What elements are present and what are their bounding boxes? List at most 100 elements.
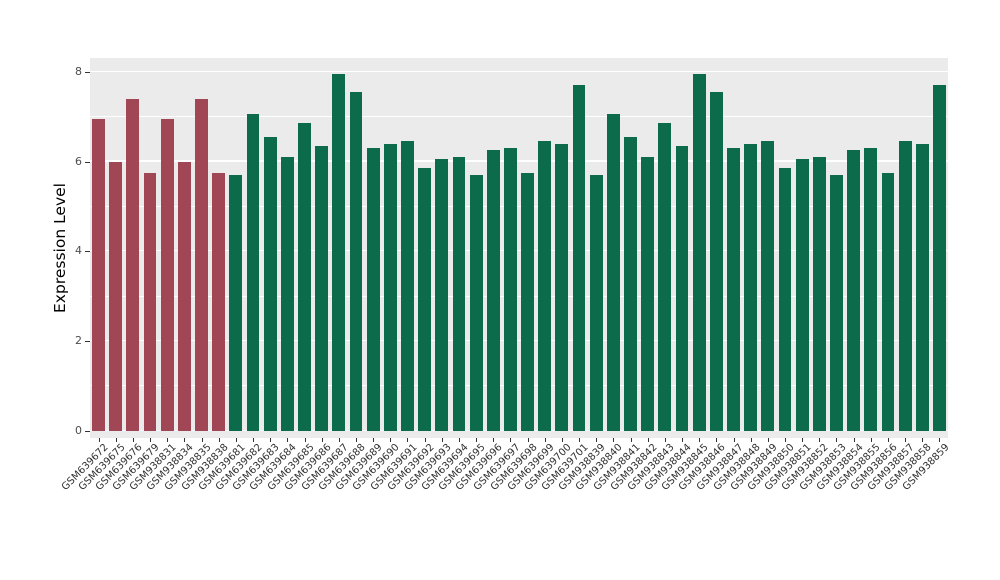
bar-GSM938856 [881,172,895,431]
bar-GSM938839 [589,175,603,431]
major-gridline [90,339,948,342]
x-tick-mark [167,438,169,442]
x-tick-mark [304,438,306,442]
bar-GSM938859 [932,85,946,431]
x-tick-mark [132,438,134,442]
y-tick-mark [85,341,90,343]
bar-GSM639672 [92,118,105,431]
bar-GSM938831 [160,118,174,431]
minor-gridline [90,385,948,387]
x-tick-mark [579,438,581,442]
bar-GSM639682 [246,114,260,431]
bar-GSM639688 [349,92,363,431]
bar-GSM938843 [658,123,672,431]
x-tick-mark [664,438,666,442]
bar-GSM639690 [383,143,397,431]
x-tick-mark [802,438,804,442]
bar-GSM639698 [521,172,534,431]
x-tick-mark [441,438,443,442]
x-tick-mark [373,438,375,442]
bar-GSM938853 [830,175,843,431]
x-tick-mark [544,438,546,442]
bar-GSM938848 [744,143,758,431]
x-tick-mark [407,438,409,442]
x-tick-mark [150,438,152,442]
x-tick-mark [476,438,478,442]
bar-GSM639699 [538,141,552,431]
bar-GSM938850 [778,168,792,431]
x-tick-mark [390,438,392,442]
bar-GSM938855 [864,148,878,431]
bar-GSM639692 [418,168,432,431]
bar-GSM938841 [624,136,637,431]
x-tick-mark [647,438,649,442]
bar-GSM938858 [915,143,929,431]
x-tick-mark [905,438,907,442]
x-tick-mark [613,438,615,442]
bar-GSM639679 [143,172,157,431]
y-tick-label: 0 [75,424,82,437]
bar-GSM639683 [263,136,277,431]
x-tick-mark [939,438,941,442]
bar-GSM639691 [401,141,414,431]
minor-gridline [90,116,948,117]
x-tick-mark [630,438,632,442]
x-tick-mark [853,438,855,442]
x-tick-mark [98,438,100,442]
x-tick-mark [733,438,735,442]
x-tick-mark [870,438,872,442]
bar-GSM639675 [109,161,123,431]
x-tick-mark [750,438,752,442]
bar-GSM639681 [229,175,243,431]
y-tick-label: 2 [75,334,82,348]
bar-GSM639695 [469,175,483,431]
major-gridline [90,250,948,252]
bar-GSM639686 [315,145,329,431]
x-tick-mark [338,438,340,442]
x-tick-mark [561,438,563,442]
major-gridline [90,429,948,431]
x-tick-mark [682,438,684,442]
x-tick-mark [355,438,357,442]
bar-GSM938846 [709,92,723,431]
bar-GSM639700 [555,143,569,431]
x-tick-mark [922,438,924,442]
x-tick-mark [235,438,237,442]
x-tick-mark [458,438,460,442]
x-tick-mark [184,438,186,442]
x-tick-mark [493,438,495,442]
bar-GSM639685 [298,123,311,431]
x-tick-mark [767,438,769,442]
plot-area [90,58,948,438]
x-tick-mark [699,438,701,442]
minor-gridline [90,295,948,297]
bar-GSM938842 [641,157,655,431]
x-tick-mark [510,438,512,442]
x-tick-mark [218,438,220,442]
y-tick-mark [85,161,90,163]
bar-GSM938840 [606,114,620,431]
bar-GSM938857 [898,141,912,431]
x-tick-mark [836,438,838,442]
major-gridline [90,70,948,72]
x-tick-mark [270,438,272,442]
bar-GSM639701 [572,85,586,431]
major-gridline [90,160,948,162]
y-tick-label: 6 [75,154,82,168]
bar-GSM639696 [486,150,500,431]
x-tick-mark [887,438,889,442]
x-tick-mark [596,438,598,442]
x-tick-mark [201,438,203,442]
bar-GSM938834 [177,161,191,431]
x-tick-mark [784,438,786,442]
bar-GSM938852 [812,157,826,431]
y-tick-label: 8 [75,64,82,78]
bar-GSM639689 [366,148,380,431]
x-tick-mark [321,438,323,442]
bar-GSM639684 [280,157,294,431]
bar-GSM938835 [195,98,208,431]
bar-GSM938844 [675,145,689,431]
x-tick-mark [253,438,255,442]
bar-GSM938849 [761,141,775,431]
bar-GSM639697 [503,148,517,431]
